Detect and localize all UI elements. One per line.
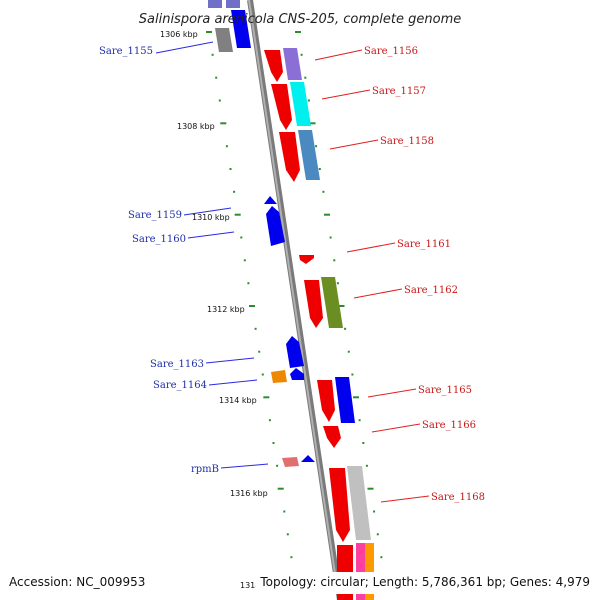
gene-label-sare-1156[interactable]: Sare_1156 — [364, 46, 418, 57]
tick-mark — [258, 350, 261, 353]
gene-label-sare-1158[interactable]: Sare_1158 — [380, 136, 434, 147]
leader-lines — [155, 41, 430, 503]
tick-mark — [318, 168, 321, 170]
gene-rpmb[interactable] — [282, 455, 315, 467]
gene-label-sare-1162[interactable]: Sare_1162 — [404, 285, 458, 296]
scale-label-1306: 1306 kbp — [160, 30, 198, 39]
tick-mark — [309, 122, 316, 125]
gene-label-sare-1163[interactable]: Sare_1163 — [150, 359, 204, 370]
gene-sare-1160[interactable] — [266, 206, 285, 246]
footer-backdrop — [256, 572, 600, 594]
tick-mark — [211, 53, 214, 56]
tick-mark — [353, 396, 359, 399]
map-title: Salinispora arenicola CNS-205, complete … — [139, 12, 461, 27]
scale-label-1316: 1316 kbp — [230, 489, 268, 498]
gene-sare-1168[interactable] — [329, 466, 371, 542]
gene-label-sare-1159[interactable]: Sare_1159 — [128, 210, 182, 221]
gene-sare-1165[interactable] — [317, 377, 355, 423]
tick-mark — [376, 533, 379, 536]
tick-mark — [324, 213, 330, 216]
gene-sare-1159[interactable] — [264, 196, 277, 204]
tick-mark — [290, 556, 293, 559]
tick-mark — [333, 259, 336, 262]
top-partial-genes — [208, 0, 251, 52]
tick-mark — [358, 419, 361, 422]
tick-mark — [304, 76, 307, 79]
tick-mark — [240, 236, 243, 239]
gene-sare-1166[interactable] — [323, 426, 341, 448]
gene-sare-1164[interactable] — [271, 368, 304, 383]
tick-mark — [261, 373, 264, 376]
tick-mark — [283, 510, 286, 513]
gene-sare-1163[interactable] — [286, 336, 304, 368]
gene-sare-1158[interactable] — [279, 130, 320, 182]
gene-label-sare-1155[interactable]: Sare_1155 — [99, 46, 153, 57]
gene-label-rpmb[interactable]: rpmB — [191, 464, 219, 475]
gene-label-sare-1164[interactable]: Sare_1164 — [153, 380, 207, 391]
tick-mark — [247, 282, 250, 285]
tick-mark — [300, 53, 303, 56]
gene-label-sare-1160[interactable]: Sare_1160 — [132, 234, 186, 245]
gene-sare-1156[interactable] — [264, 48, 302, 82]
tick-mark — [315, 145, 318, 148]
tick-mark — [347, 350, 350, 353]
gene-label-sare-1157[interactable]: Sare_1157 — [372, 86, 426, 97]
tick-mark — [277, 487, 284, 490]
tick-mark — [362, 442, 365, 444]
tick-mark — [229, 168, 232, 170]
tick-mark — [329, 236, 332, 239]
gene-sare-1161[interactable] — [299, 255, 314, 264]
tick-mark — [220, 122, 227, 125]
tick-mark — [344, 327, 347, 330]
scale-label-1308: 1308 kbp — [177, 122, 215, 131]
tick-mark — [322, 190, 325, 193]
tick-mark — [249, 305, 255, 307]
tick-mark — [233, 190, 236, 193]
tick-mark — [254, 327, 257, 330]
tick-mark — [263, 396, 270, 399]
tick-mark — [373, 510, 376, 513]
tick-mark — [380, 556, 383, 559]
tick-mark — [336, 282, 339, 285]
gene-label-sare-1166[interactable]: Sare_1166 — [422, 420, 476, 431]
scale-label-1314: 1314 kbp — [219, 396, 257, 405]
tick-mark — [307, 99, 310, 102]
tick-mark — [272, 442, 275, 444]
gene-label-sare-1165[interactable]: Sare_1165 — [418, 385, 472, 396]
backbone — [247, 0, 343, 600]
gene-label-sare-1168[interactable]: Sare_1168 — [431, 492, 485, 503]
accession-text: Accession: NC_009953 — [9, 575, 145, 589]
tick-mark — [243, 259, 246, 262]
tick-mark — [215, 76, 218, 79]
tick-mark — [218, 99, 221, 102]
scale-label-1312: 1312 kbp — [207, 305, 245, 314]
tick-mark — [276, 464, 279, 467]
tick-mark — [365, 464, 368, 467]
gene-sare-1157[interactable] — [271, 82, 311, 130]
topology-text: Topology: circular; Length: 5,786,361 bp… — [259, 575, 590, 589]
gene-sare-1162[interactable] — [304, 277, 343, 328]
gene-label-sare-1161[interactable]: Sare_1161 — [397, 239, 451, 250]
tick-mark — [234, 213, 241, 216]
scale-label-1310: 1310 kbp — [192, 213, 230, 222]
tick-mark — [367, 487, 374, 490]
tick-mark — [268, 419, 271, 422]
tick-mark — [286, 533, 289, 536]
tick-mark — [338, 305, 345, 307]
tick-mark — [225, 145, 228, 148]
tick-mark — [351, 373, 354, 376]
tick-mark — [295, 31, 301, 33]
tick-mark — [206, 31, 212, 33]
